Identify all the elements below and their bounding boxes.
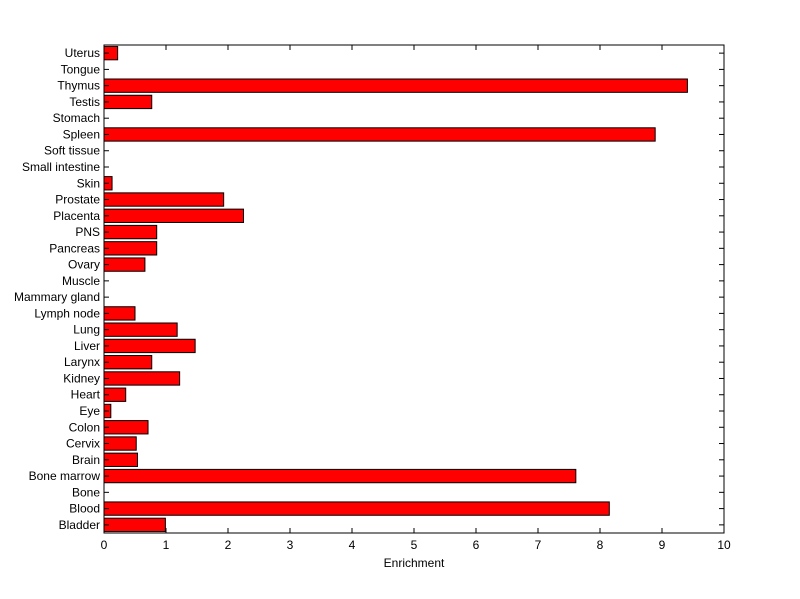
x-ticks-group: 0 1 2 3 4 5 6 7 8 9 10: [101, 45, 731, 552]
bar: [103, 371, 181, 386]
y-tick-label: Muscle: [62, 274, 100, 288]
bar: [103, 338, 196, 354]
y-tick-label: Prostate: [55, 193, 100, 207]
x-axis-label: Enrichment: [384, 556, 445, 570]
bar: [103, 468, 577, 484]
y-tick-label: Eye: [79, 404, 100, 418]
x-tick-label: 6: [473, 538, 480, 552]
x-tick-label: 10: [717, 538, 731, 552]
bar: [103, 208, 244, 223]
bar: [103, 322, 178, 337]
y-tick-label: Bone: [72, 485, 100, 499]
bar: [103, 501, 610, 516]
bar: [103, 241, 158, 256]
y-tick-label: Brain: [72, 453, 100, 467]
y-tick-label: Thymus: [57, 79, 100, 93]
bar: [103, 420, 149, 435]
bar: [103, 452, 138, 467]
y-ticks-group: Uterus Tongue Thymus Testis Stomach Spleen Sof…: [14, 46, 724, 532]
y-tick-label: Stomach: [53, 111, 100, 125]
x-tick-label: 1: [163, 538, 170, 552]
y-tick-label: Cervix: [66, 437, 100, 451]
y-tick-label: Soft tissue: [44, 144, 100, 158]
y-tick-label: PNS: [75, 225, 100, 239]
bar: [103, 224, 158, 240]
x-tick-label: 0: [101, 538, 108, 552]
x-tick-label: 5: [411, 538, 418, 552]
bar: [103, 257, 146, 272]
x-tick-label: 4: [349, 538, 356, 552]
y-tick-label: Heart: [71, 388, 101, 402]
y-tick-label: Uterus: [65, 46, 100, 60]
bar: [103, 78, 688, 93]
y-tick-label: Ovary: [68, 258, 100, 272]
x-tick-label: 8: [597, 538, 604, 552]
x-tick-label: 3: [287, 538, 294, 552]
y-tick-label: Lung: [73, 323, 100, 337]
y-tick-label: Larynx: [64, 355, 100, 369]
x-tick-label: 9: [659, 538, 666, 552]
bars-group: [103, 45, 688, 533]
y-tick-label: Colon: [69, 420, 100, 434]
y-tick-label: Blood: [69, 502, 100, 516]
y-tick-label: Kidney: [63, 371, 100, 385]
y-tick-label: Lymph node: [34, 306, 100, 320]
y-tick-label: Skin: [77, 176, 100, 190]
bar: [103, 94, 153, 110]
x-tick-label: 7: [535, 538, 542, 552]
plot-frame: [103, 44, 725, 534]
y-tick-label: Placenta: [53, 209, 100, 223]
y-tick-label: Tongue: [61, 62, 101, 76]
x-tick-label: 2: [225, 538, 232, 552]
y-tick-label: Small intestine: [22, 160, 100, 174]
bar: [103, 127, 656, 142]
y-tick-label: Pancreas: [49, 241, 100, 255]
y-tick-label: Bone marrow: [29, 469, 101, 483]
bar: [103, 192, 225, 207]
y-tick-label: Liver: [74, 339, 100, 353]
y-tick-label: Testis: [69, 95, 100, 109]
bar: [103, 517, 166, 533]
y-tick-label: Mammary gland: [14, 290, 100, 304]
bar: [103, 355, 153, 370]
y-tick-label: Spleen: [63, 127, 100, 141]
y-tick-label: Bladder: [59, 518, 100, 532]
